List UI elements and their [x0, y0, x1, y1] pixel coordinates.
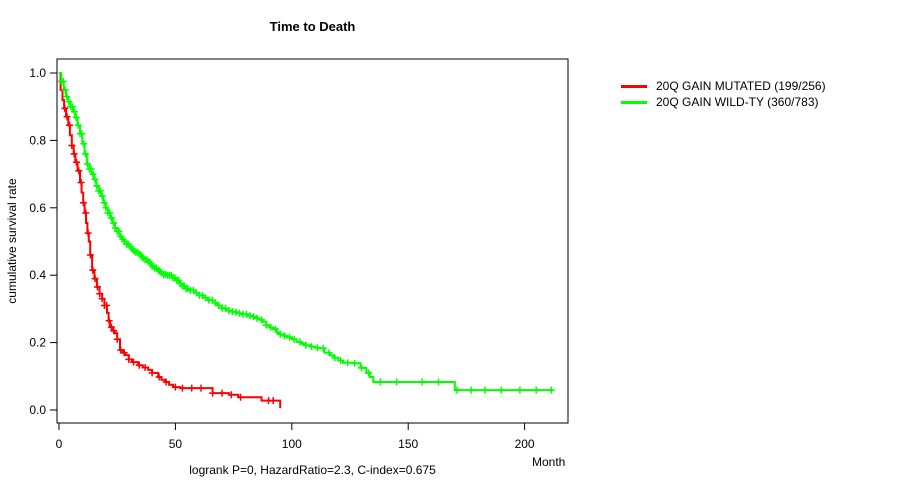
legend-line-swatch-wildtype [621, 100, 647, 104]
x-axis-title: Month [532, 455, 566, 469]
y-tick-label: 0.2 [29, 336, 46, 350]
x-tick-label: 0 [56, 437, 63, 451]
legend-item-mutated: 20Q GAIN MUTATED (199/256) [621, 78, 826, 94]
y-tick-label: 0.8 [29, 133, 46, 147]
plot-box [56, 58, 569, 424]
y-tick-label: 1.0 [29, 66, 46, 80]
legend-label-wildtype: 20Q GAIN WILD-TY (360/783) [656, 95, 819, 109]
censor-marks-mutated [61, 104, 277, 405]
legend: 20Q GAIN MUTATED (199/256) 20Q GAIN WILD… [621, 78, 826, 110]
y-tick-label: 0.0 [29, 403, 46, 417]
x-tick-label: 200 [515, 437, 535, 451]
x-tick-label: 100 [282, 437, 302, 451]
x-tick-label: 150 [398, 437, 418, 451]
y-tick-label: 0.6 [29, 201, 46, 215]
survival-curve-mutated [59, 72, 282, 409]
stats-caption: logrank P=0, HazardRatio=2.3, C-index=0.… [189, 463, 436, 477]
y-tick-label: 0.4 [29, 268, 46, 282]
censor-marks-wildtype [57, 77, 555, 394]
x-tick-label: 50 [169, 437, 183, 451]
legend-label-mutated: 20Q GAIN MUTATED (199/256) [656, 79, 826, 93]
legend-line-swatch-mutated [621, 84, 647, 88]
chart-title: Time to Death [269, 19, 356, 34]
legend-item-wildtype: 20Q GAIN WILD-TY (360/783) [621, 94, 826, 110]
